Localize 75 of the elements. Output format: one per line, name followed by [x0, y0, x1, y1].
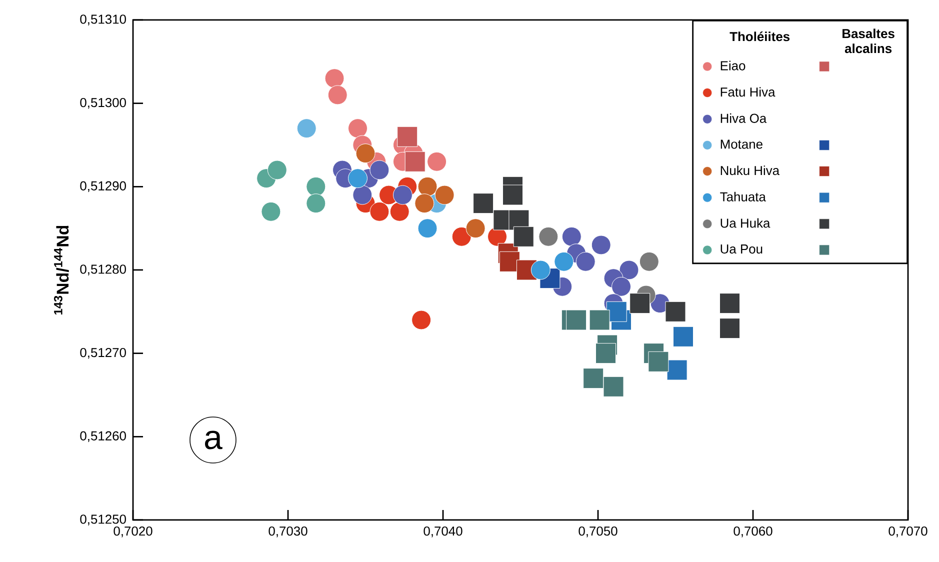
point — [720, 318, 740, 339]
y-tick-label: 0,51250 — [80, 514, 126, 526]
point — [665, 301, 686, 322]
annotation: Basaltes alcalins — [842, 28, 894, 54]
point — [397, 126, 418, 147]
point — [720, 293, 740, 314]
point — [630, 293, 650, 314]
point — [261, 202, 281, 222]
y-tick-label: 0,51260 — [80, 431, 126, 442]
x-tick-label: 0,7020 — [114, 526, 152, 538]
point — [513, 226, 534, 247]
y-axis-title: $^{143}$Nd/$^{144}$Nd — [54, 226, 69, 314]
point — [404, 151, 426, 172]
point — [596, 343, 616, 364]
point — [619, 260, 639, 280]
legend-label: Nuku Hiva — [720, 166, 780, 176]
point — [392, 185, 412, 205]
point — [612, 276, 632, 296]
y-tick-label: 0,51280 — [80, 264, 126, 276]
point — [666, 360, 688, 380]
x-tick-label: 0,7050 — [578, 526, 618, 538]
point — [370, 160, 390, 180]
point — [538, 226, 558, 246]
point — [603, 376, 624, 397]
y-tick-label: 0,51310 — [80, 14, 126, 26]
legend-label: Motane — [720, 140, 762, 149]
x-tick-label: 0,7060 — [734, 526, 772, 538]
y-tick-label: 0,51290 — [80, 181, 126, 192]
point — [502, 184, 524, 206]
x-tick-label: 0,7070 — [888, 526, 928, 538]
point — [356, 144, 376, 164]
point — [370, 202, 390, 222]
legend-label: Ua Pou — [720, 244, 762, 254]
point — [530, 260, 550, 280]
point — [390, 202, 410, 222]
point — [473, 193, 494, 214]
legend-label: Hiva Oa — [720, 113, 767, 123]
y-tick-label: 0,51300 — [80, 98, 126, 109]
point — [348, 118, 368, 138]
point — [562, 226, 582, 246]
point — [418, 176, 438, 196]
x-tick-label: 0,7030 — [268, 526, 308, 538]
point — [414, 194, 434, 214]
point — [306, 176, 326, 196]
point — [306, 194, 326, 214]
point — [324, 68, 344, 88]
point — [566, 310, 587, 330]
point — [328, 85, 348, 105]
legend-label: Fatu Hiva — [720, 87, 776, 97]
y-tick-label: 0,51270 — [80, 348, 126, 359]
x-tick-label: 0,7040 — [424, 526, 462, 538]
point — [296, 118, 316, 138]
point — [348, 168, 368, 188]
point — [673, 326, 694, 347]
legend-label: Eiao — [720, 60, 746, 70]
annotation: a — [205, 430, 222, 450]
point — [267, 160, 287, 180]
point — [452, 226, 472, 246]
point — [352, 185, 372, 205]
point — [583, 368, 604, 389]
point — [412, 310, 432, 330]
point — [589, 310, 610, 330]
point — [499, 251, 520, 272]
point — [434, 185, 454, 205]
point — [576, 252, 596, 272]
point — [466, 218, 486, 238]
point — [418, 218, 438, 238]
point — [427, 152, 447, 172]
point — [648, 351, 669, 372]
legend-label: Ua Huka — [720, 218, 770, 228]
point — [554, 252, 574, 272]
point — [591, 235, 611, 255]
legend-title: Tholéiites — [730, 32, 790, 42]
point — [639, 252, 659, 272]
legend-label: Tahuata — [720, 192, 766, 202]
